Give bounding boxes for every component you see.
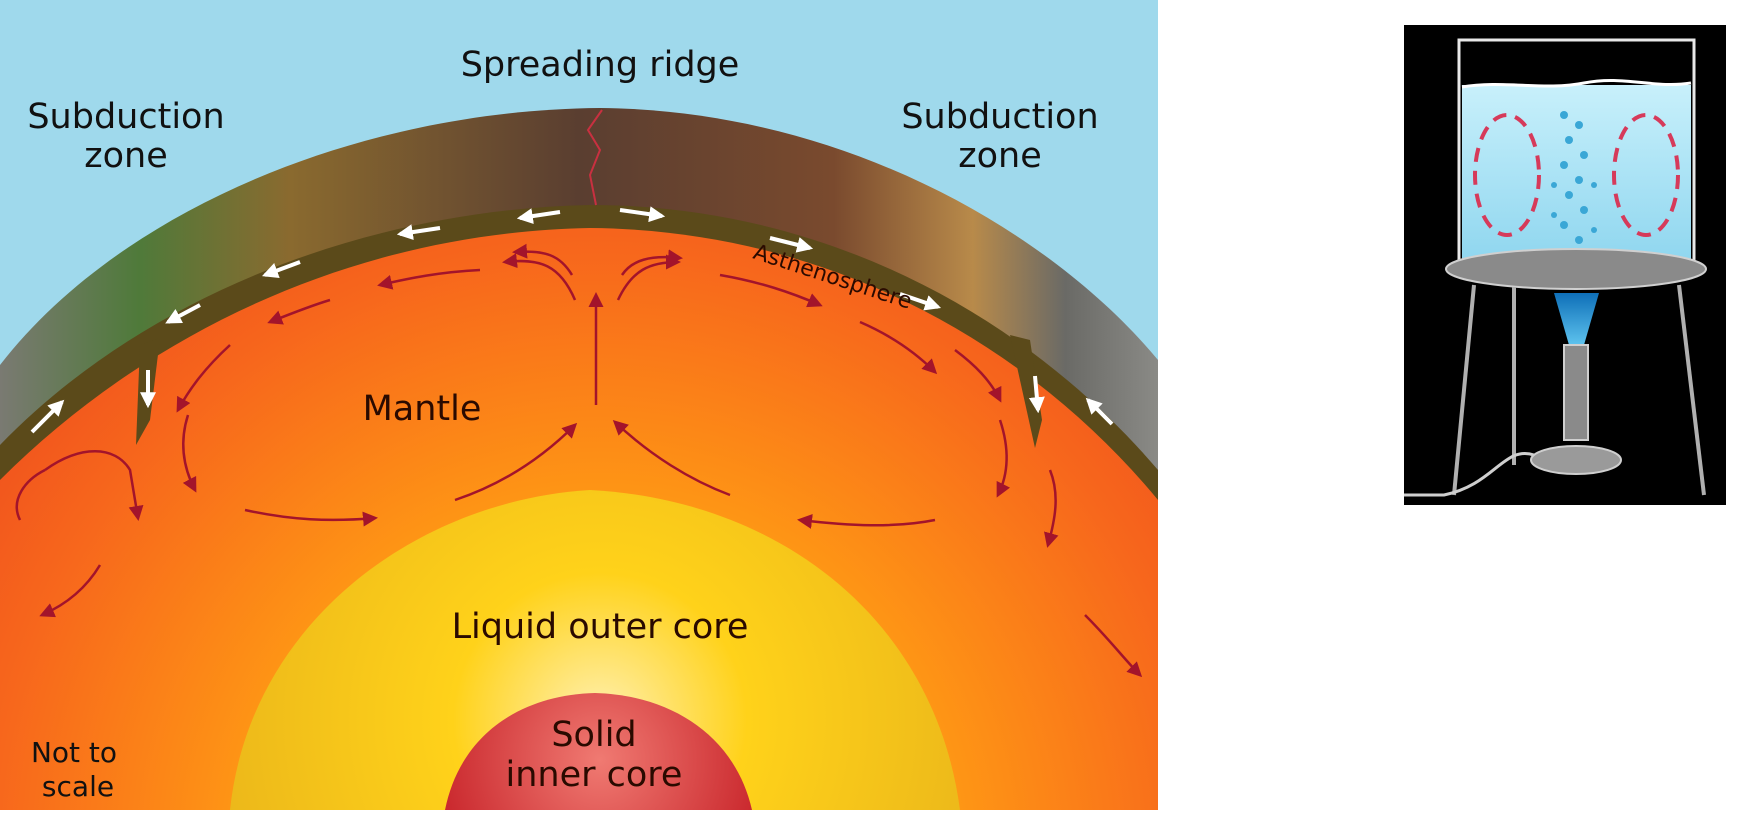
rising-bubbles — [1551, 111, 1597, 244]
plate-arrow — [619, 206, 666, 223]
plate-arrow — [165, 303, 201, 324]
convection-arrow — [176, 344, 231, 413]
inner-core-label-line1: Solid — [551, 715, 636, 755]
convection-arrow — [182, 414, 197, 493]
convection-arrow — [620, 249, 683, 276]
stand-legs — [1452, 284, 1706, 496]
convection-loop-right — [1612, 113, 1680, 237]
convection-arrow — [44, 450, 144, 521]
subducting-slab-right — [1010, 335, 1042, 448]
plate-arrow — [30, 399, 65, 434]
outer-core-label: Liquid outer core — [452, 607, 749, 647]
convection-arrow — [996, 419, 1011, 498]
subduction-zone-left-label-line2: zone — [84, 136, 168, 176]
plate-motion-arrows — [30, 206, 1114, 434]
gas-hose — [1404, 451, 1535, 497]
earth-cross-section-diagram: Spreading ridge Subduction zone Subducti… — [0, 0, 1158, 810]
convection-arrow — [859, 320, 938, 375]
plate-arrow — [516, 208, 561, 225]
convection-arrow — [612, 419, 731, 497]
convection-arrow — [512, 243, 574, 276]
convection-arrow — [797, 513, 936, 529]
stand-plate — [1445, 248, 1707, 290]
convection-arrow — [244, 508, 378, 527]
subduction-zone-right-label-line2: zone — [958, 136, 1042, 176]
beaker-convection-currents — [1473, 113, 1680, 237]
plate-arrow — [262, 260, 301, 279]
convection-loop-left — [1473, 113, 1541, 237]
convection-arrow — [719, 273, 823, 308]
bunsen-burner — [1563, 344, 1589, 441]
beaker-water — [1462, 85, 1691, 263]
convection-arrow — [1084, 614, 1143, 678]
inner-core — [445, 693, 752, 810]
convection-arrow — [39, 564, 102, 618]
convection-arrow — [377, 268, 481, 290]
beaker-convection-svg — [1404, 25, 1726, 505]
convection-currents — [15, 243, 1143, 678]
mantle-label: Mantle — [363, 389, 482, 429]
convection-arrow — [15, 468, 46, 521]
convection-arrow — [267, 298, 331, 325]
convection-arrow — [1044, 469, 1059, 548]
ridge-crack — [586, 109, 603, 206]
burner-base — [1530, 445, 1622, 475]
outer-core — [230, 490, 960, 810]
convection-arrow — [502, 253, 577, 301]
spreading-ridge-label: Spreading ridge — [461, 45, 740, 85]
subduction-zone-right-label-line1: Subduction — [901, 97, 1098, 137]
beaker-convection-diagram — [1404, 25, 1726, 505]
inner-core-label-line2: inner core — [506, 755, 683, 795]
not-to-scale-label-line2: scale — [42, 770, 114, 803]
earth-cross-section-svg: Spreading ridge Subduction zone Subducti… — [0, 0, 1158, 810]
subduction-zone-left-label-line1: Subduction — [27, 97, 224, 137]
plate-arrow — [769, 236, 814, 253]
plate-arrow — [1085, 397, 1114, 426]
plate-arrow — [1028, 375, 1045, 414]
plate-arrow — [899, 292, 942, 311]
convection-arrow — [954, 349, 1002, 403]
plate-arrow — [396, 224, 441, 241]
not-to-scale-label-line1: Not to — [31, 736, 117, 769]
convection-arrow — [454, 422, 578, 502]
burner-flame — [1554, 293, 1599, 345]
water-surface — [1461, 79, 1692, 89]
